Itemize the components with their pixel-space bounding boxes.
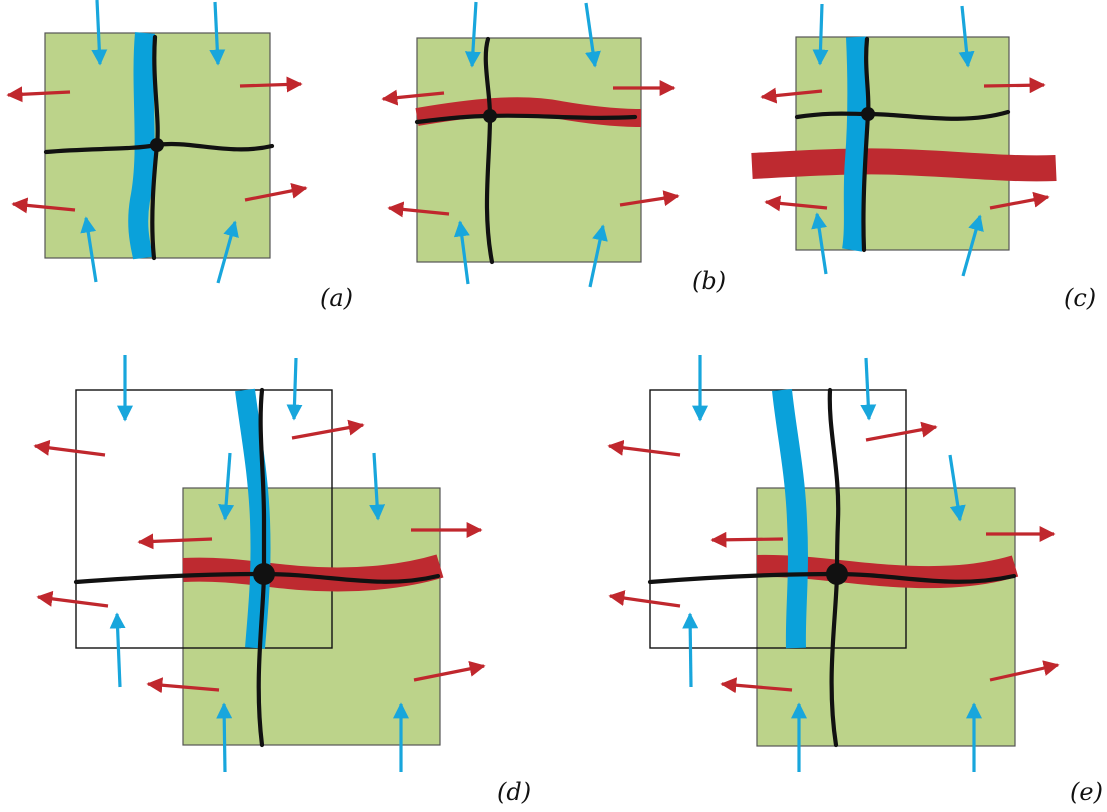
stable-manifold-band — [235, 388, 271, 649]
panel-label: (a) — [320, 284, 353, 312]
fixed-point — [826, 563, 848, 585]
inflow-arrow — [209, 1, 226, 66]
outflow-arrow — [619, 190, 680, 207]
outflow-arrow — [11, 197, 76, 214]
inflow-arrow — [860, 357, 877, 421]
inflow-arrow — [216, 702, 233, 773]
inflow-arrow — [584, 2, 601, 68]
inflow-arrow — [80, 216, 98, 283]
panel-b: (b) — [381, 1, 726, 295]
panel-label: (b) — [692, 267, 726, 295]
unstable-manifold-band — [182, 554, 444, 592]
fixed-point — [253, 563, 275, 585]
outflow-arrow — [33, 439, 106, 457]
inflow-arrow — [588, 224, 608, 288]
panel-label: (c) — [1064, 284, 1096, 312]
outflow-arrow — [291, 419, 365, 440]
outflow-arrow — [710, 531, 784, 548]
outflow-arrow — [760, 87, 823, 104]
inflow-arrow — [961, 214, 984, 277]
fixed-point — [150, 138, 164, 152]
inflow-arrow — [286, 357, 303, 421]
outflow-arrow — [36, 590, 109, 608]
stable-trajectory — [256, 387, 267, 748]
panel-e: (e) — [607, 355, 1103, 806]
inflow-arrow — [812, 3, 829, 66]
fixed-point — [861, 107, 875, 121]
outflow-arrow — [764, 195, 828, 212]
inflow-arrow — [811, 212, 828, 275]
stable-manifold-band — [772, 389, 808, 649]
inflow-arrow — [682, 612, 699, 688]
outflow-arrow — [244, 182, 308, 202]
outflow-arrow — [387, 201, 450, 218]
outflow-arrow — [983, 77, 1046, 94]
inflow-arrow — [109, 612, 126, 688]
fixed-point — [483, 109, 497, 123]
inflow-arrow — [369, 452, 386, 521]
outflow-arrow — [607, 439, 681, 457]
inflow-arrow — [464, 1, 481, 68]
outflow-arrow — [989, 191, 1050, 210]
outflow-arrow — [137, 533, 213, 550]
outflow-arrow — [608, 590, 681, 608]
unstable-manifold-band — [751, 148, 1057, 182]
panel-c: (c) — [751, 3, 1096, 312]
outflow-arrow — [381, 89, 445, 106]
stable-trajectory — [827, 387, 841, 748]
outflow-arrow — [989, 660, 1060, 682]
inflow-arrow — [958, 5, 975, 68]
isolating-block-region — [795, 36, 1010, 251]
isolating-block-region — [416, 37, 642, 263]
panel-label: (e) — [1070, 778, 1103, 806]
panel-a: (a) — [6, 0, 353, 312]
outflow-arrow — [865, 421, 938, 442]
inflow-arrow — [218, 452, 235, 521]
panel-label: (d) — [497, 778, 531, 806]
unstable-trajectory — [414, 113, 638, 125]
stable-trajectory — [483, 36, 495, 265]
outflow-arrow — [146, 677, 220, 694]
panel-d: (d) — [33, 355, 531, 806]
inflow-arrow — [91, 0, 108, 66]
outflow-arrow — [720, 677, 793, 694]
previous-block-outline — [649, 389, 907, 649]
outflow-arrow — [239, 76, 303, 93]
stable-manifold-band — [842, 36, 868, 252]
previous-block-outline — [75, 389, 333, 649]
inflow-arrow — [948, 454, 966, 522]
outflow-arrow — [413, 660, 486, 682]
outflow-arrow — [6, 86, 71, 103]
inflow-arrow — [216, 220, 239, 284]
isolating-block-region — [182, 487, 441, 746]
stable-manifold-band — [128, 32, 155, 260]
inflow-arrow — [453, 220, 470, 285]
